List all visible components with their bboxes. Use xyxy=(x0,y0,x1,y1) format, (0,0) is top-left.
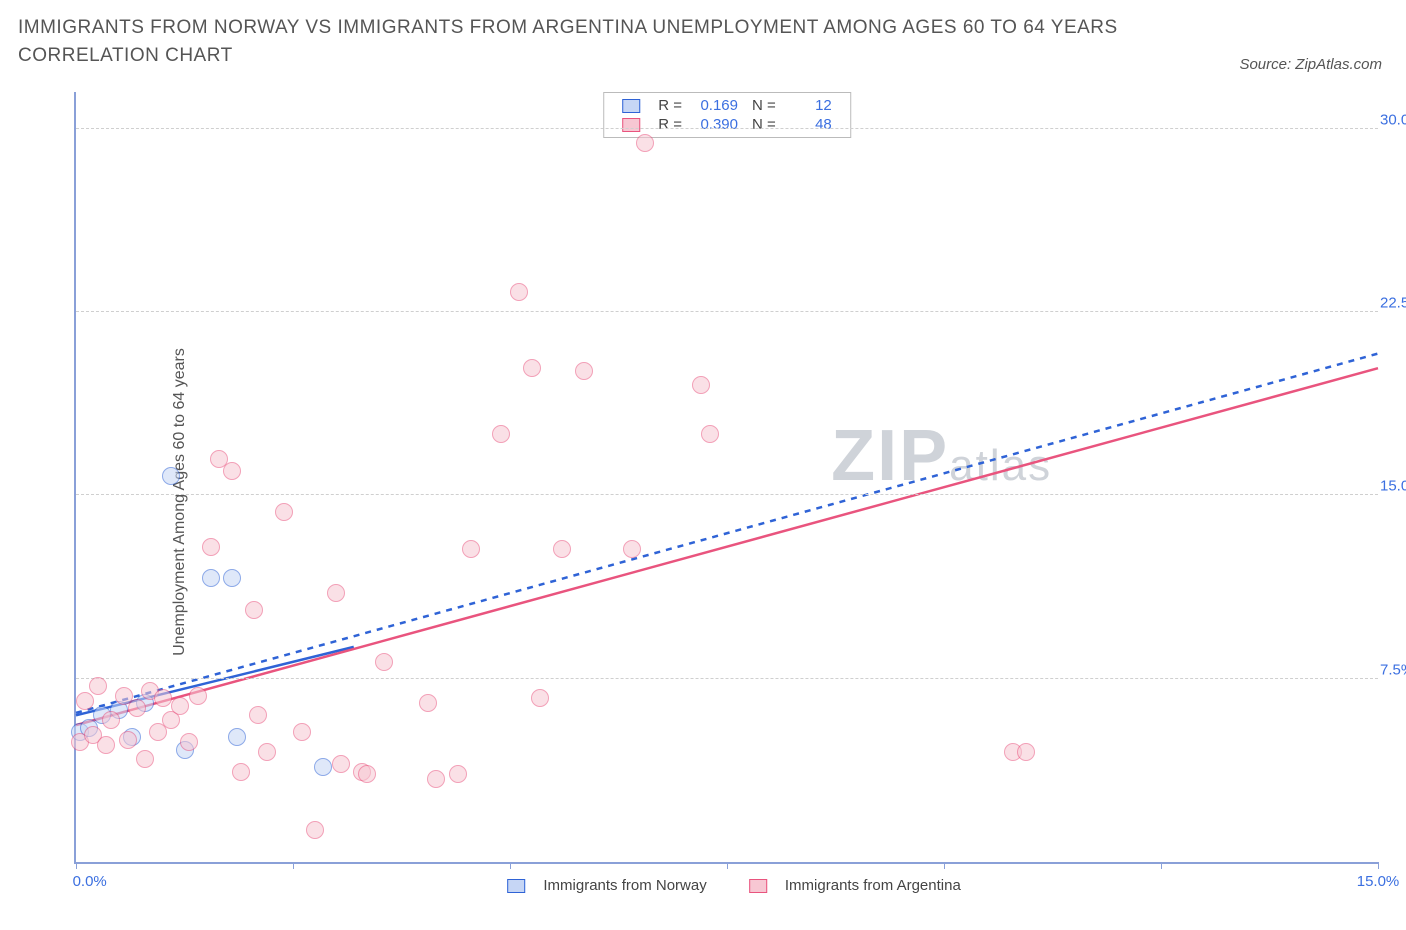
x-tick xyxy=(510,862,511,869)
data-point-argentina xyxy=(202,538,220,556)
legend-swatch-norway xyxy=(507,879,525,893)
data-point-argentina xyxy=(332,755,350,773)
y-tick-label: 7.5% xyxy=(1380,661,1406,678)
data-point-argentina xyxy=(523,359,541,377)
x-tick-label: 15.0% xyxy=(1357,873,1400,890)
source-attribution: Source: ZipAtlas.com xyxy=(1239,56,1382,73)
data-point-argentina xyxy=(636,134,654,152)
data-point-argentina xyxy=(89,677,107,695)
legend-swatch-argentina xyxy=(749,879,767,893)
legend-series: Immigrants from Norway Immigrants from A… xyxy=(479,876,975,894)
data-point-argentina xyxy=(327,584,345,602)
data-point-argentina xyxy=(128,699,146,717)
regression-line-argentina xyxy=(76,368,1378,725)
data-point-norway xyxy=(202,569,220,587)
regression-line-dashed xyxy=(76,354,1378,713)
data-point-argentina xyxy=(97,736,115,754)
data-point-argentina xyxy=(510,283,528,301)
data-point-argentina xyxy=(102,711,120,729)
plot-region: ZIPatlas R =0.169N =12R =0.390N =48 Immi… xyxy=(74,92,1378,864)
legend-R-value: 0.169 xyxy=(696,97,738,114)
y-tick-label: 22.5% xyxy=(1380,295,1406,312)
legend-swatch-argentina xyxy=(622,118,640,132)
chart-area: Unemployment Among Ages 60 to 64 years Z… xyxy=(18,92,1388,912)
watermark-sub: atlas xyxy=(949,441,1052,490)
data-point-argentina xyxy=(232,763,250,781)
data-point-argentina xyxy=(575,362,593,380)
data-point-norway xyxy=(314,758,332,776)
data-point-argentina xyxy=(375,653,393,671)
data-point-argentina xyxy=(531,689,549,707)
legend-N-value: 48 xyxy=(790,116,832,133)
data-point-argentina xyxy=(692,376,710,394)
data-point-argentina xyxy=(462,540,480,558)
data-point-argentina xyxy=(358,765,376,783)
watermark: ZIPatlas xyxy=(831,415,1052,497)
data-point-argentina xyxy=(306,821,324,839)
data-point-argentina xyxy=(293,723,311,741)
data-point-argentina xyxy=(701,425,719,443)
data-point-argentina xyxy=(245,601,263,619)
data-point-argentina xyxy=(76,692,94,710)
data-point-argentina xyxy=(449,765,467,783)
legend-N-value: 12 xyxy=(790,97,832,114)
x-tick xyxy=(293,862,294,869)
data-point-argentina xyxy=(180,733,198,751)
y-tick-label: 15.0% xyxy=(1380,478,1406,495)
legend-N-label: N = xyxy=(746,97,782,114)
data-point-argentina xyxy=(258,743,276,761)
legend-R-value: 0.390 xyxy=(696,116,738,133)
gridline xyxy=(76,128,1378,129)
legend-item-norway: Immigrants from Norway xyxy=(493,877,707,894)
data-point-argentina xyxy=(419,694,437,712)
x-tick xyxy=(76,862,77,869)
data-point-argentina xyxy=(189,687,207,705)
data-point-argentina xyxy=(249,706,267,724)
legend-stats-row: R = 0.169 N = 12 xyxy=(616,97,838,114)
x-tick xyxy=(944,862,945,869)
data-point-argentina xyxy=(427,770,445,788)
gridline xyxy=(76,311,1378,312)
data-point-argentina xyxy=(154,689,172,707)
x-tick xyxy=(1378,862,1379,869)
data-point-argentina xyxy=(223,462,241,480)
data-point-norway xyxy=(162,467,180,485)
data-point-argentina xyxy=(171,697,189,715)
legend-swatch-norway xyxy=(622,99,640,113)
legend-stats-row: R = 0.390 N = 48 xyxy=(616,116,838,133)
legend-stats: R = 0.169 N = 12 R = 0.390 N = 48 xyxy=(603,92,851,138)
legend-item-argentina: Immigrants from Argentina xyxy=(735,877,961,894)
data-point-argentina xyxy=(1017,743,1035,761)
data-point-argentina xyxy=(553,540,571,558)
gridline xyxy=(76,494,1378,495)
legend-N-label: N = xyxy=(746,116,782,133)
chart-title: IMMIGRANTS FROM NORWAY VS IMMIGRANTS FRO… xyxy=(18,14,1168,69)
x-tick-label: 0.0% xyxy=(73,873,107,890)
legend-R-label: R = xyxy=(652,97,688,114)
data-point-argentina xyxy=(492,425,510,443)
data-point-argentina xyxy=(275,503,293,521)
data-point-argentina xyxy=(623,540,641,558)
data-point-norway xyxy=(228,728,246,746)
data-point-argentina xyxy=(119,731,137,749)
x-tick xyxy=(727,862,728,869)
data-point-norway xyxy=(223,569,241,587)
legend-R-label: R = xyxy=(652,116,688,133)
gridline xyxy=(76,678,1378,679)
data-point-argentina xyxy=(136,750,154,768)
watermark-main: ZIP xyxy=(831,416,949,496)
y-tick-label: 30.0% xyxy=(1380,111,1406,128)
x-tick xyxy=(1161,862,1162,869)
